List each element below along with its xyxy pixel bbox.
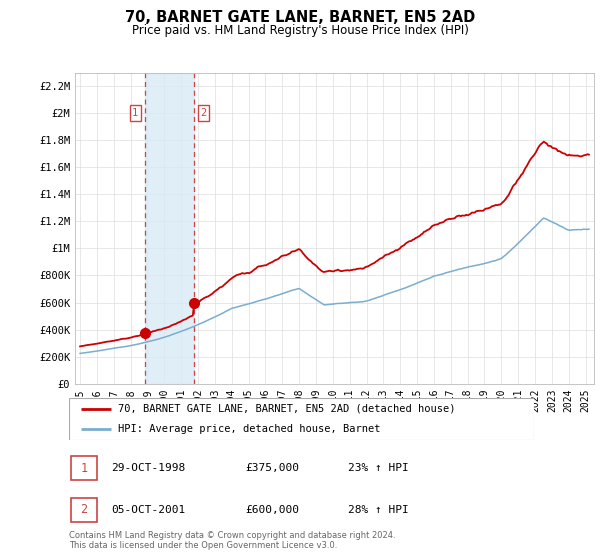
Text: £600,000: £600,000 [246,505,300,515]
Text: Contains HM Land Registry data © Crown copyright and database right 2024.
This d: Contains HM Land Registry data © Crown c… [69,531,395,550]
Text: 23% ↑ HPI: 23% ↑ HPI [348,463,409,473]
Text: 1: 1 [80,461,88,475]
Text: 28% ↑ HPI: 28% ↑ HPI [348,505,409,515]
Text: 2: 2 [80,503,88,516]
Text: 29-OCT-1998: 29-OCT-1998 [111,463,185,473]
Text: 2: 2 [200,108,206,118]
Text: HPI: Average price, detached house, Barnet: HPI: Average price, detached house, Barn… [118,424,380,434]
Bar [145,73,194,384]
Text: 70, BARNET GATE LANE, BARNET, EN5 2AD (detached house): 70, BARNET GATE LANE, BARNET, EN5 2AD (d… [118,404,455,414]
Text: £375,000: £375,000 [246,463,300,473]
Bar [71,456,97,480]
Text: Price paid vs. HM Land Registry's House Price Index (HPI): Price paid vs. HM Land Registry's House … [131,24,469,36]
Text: 70, BARNET GATE LANE, BARNET, EN5 2AD: 70, BARNET GATE LANE, BARNET, EN5 2AD [125,10,475,25]
Bar [71,498,97,522]
Text: 1: 1 [132,108,139,118]
Text: 05-OCT-2001: 05-OCT-2001 [111,505,185,515]
